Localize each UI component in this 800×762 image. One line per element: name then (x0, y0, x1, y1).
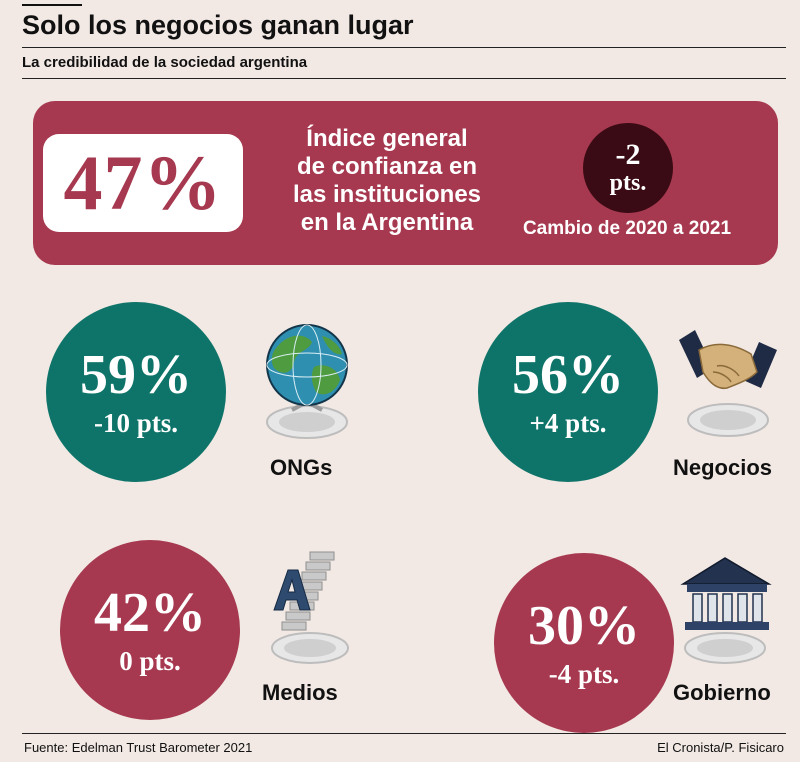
change-badge: -2 pts. (583, 123, 673, 213)
description-line: las instituciones (292, 181, 482, 208)
change-unit: pts. (609, 170, 647, 196)
page-title: Solo los negocios ganan lugar (22, 10, 414, 40)
general-index-box: 47% (43, 134, 243, 232)
handshake-icon (679, 330, 777, 437)
credit-note: El Cronista/P. Fisicaro (657, 740, 784, 755)
change-label: Cambio de 2020 a 2021 (522, 218, 732, 239)
negocios-label: Negocios (673, 455, 773, 480)
divider (22, 47, 786, 48)
change-value: -2 (615, 138, 641, 171)
government-building-icon (680, 557, 772, 664)
medios-change: 0 pts. (119, 646, 181, 676)
general-index-value: 47% (63, 139, 223, 226)
description-line: de confianza en (296, 153, 478, 180)
ongs-label: ONGs (270, 455, 333, 480)
description-line: Índice general (306, 125, 468, 152)
media-letter-icon (271, 551, 349, 664)
source-note: Fuente: Edelman Trust Barometer 2021 (24, 740, 253, 755)
page-subtitle: La credibilidad de la sociedad argentina (22, 54, 308, 71)
gobierno-value: 30% (528, 595, 640, 657)
gobierno-label: Gobierno (673, 680, 771, 705)
globe-icon (266, 324, 348, 439)
top-accent-line (22, 4, 82, 6)
divider (22, 733, 786, 734)
medios-stat-circle: 42% 0 pts. (60, 540, 240, 720)
ongs-stat-circle: 59% -10 pts. (46, 302, 226, 482)
description-line: en la Argentina (300, 209, 474, 236)
general-index-banner: 47% Índice general de confianza en las i… (33, 101, 778, 265)
medios-label: Medios (262, 680, 338, 705)
negocios-stat-circle: 56% +4 pts. (478, 302, 658, 482)
gobierno-stat-circle: 30% -4 pts. (494, 553, 674, 733)
negocios-value: 56% (512, 344, 624, 406)
medios-value: 42% (94, 582, 206, 644)
ongs-value: 59% (80, 344, 192, 406)
general-index-description: Índice general de confianza en las insti… (287, 125, 487, 237)
gobierno-change: -4 pts. (548, 659, 620, 689)
divider (22, 78, 786, 79)
ongs-change: -10 pts. (93, 408, 178, 438)
negocios-change: +4 pts. (529, 408, 607, 438)
